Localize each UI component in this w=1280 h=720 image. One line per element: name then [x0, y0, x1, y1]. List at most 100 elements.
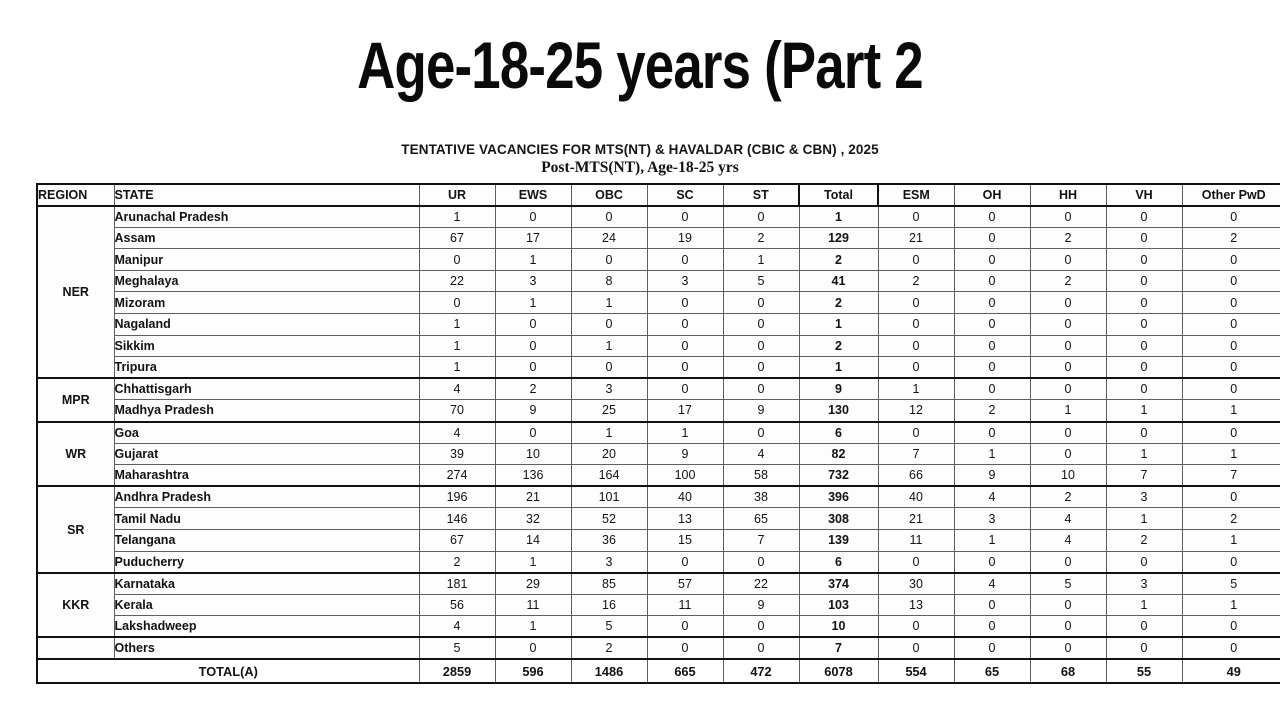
table-row: Sikkim 1 0 1 0 0 2 0 0 0 0 0 [37, 334, 1280, 358]
value-cell-oh: 0 [953, 204, 1031, 228]
value-cell-obc: 8 [570, 269, 648, 293]
value-cell-vh: 1 [1105, 507, 1183, 530]
table-caption-block: TENTATIVE VACANCIES FOR MTS(NT) & HAVALD… [0, 141, 1280, 177]
value-cell-obc: 0 [570, 204, 648, 228]
value-cell-st: 22 [722, 571, 800, 595]
value-cell-esm: 0 [877, 420, 955, 444]
value-cell-st: 5 [722, 269, 800, 293]
value-cell-st: 0 [722, 334, 800, 358]
value-cell-ews: 17 [494, 226, 572, 250]
table-row: Telangana 67 14 36 15 7 139 11 1 4 2 1 [37, 529, 1280, 552]
table-row: Tripura 1 0 0 0 0 1 0 0 0 0 0 [37, 356, 1280, 380]
value-cell-other-pwd: 0 [1181, 204, 1280, 228]
value-cell-ews: 2 [494, 377, 572, 401]
value-cell-sc: 3 [646, 269, 724, 293]
value-cell-hh: 0 [1029, 334, 1107, 358]
value-cell-oh: 0 [953, 356, 1031, 380]
totals-row: TOTAL(A) 2859 596 1486 665 472 6078 554 65 68 55 49 [36, 658, 1280, 685]
value-cell-hh: 0 [1029, 291, 1107, 315]
value-cell-obc: 24 [570, 226, 648, 250]
state-cell: Kerala [113, 593, 420, 617]
total-value-cell: 139 [798, 529, 879, 552]
value-cell-ews: 21 [494, 485, 572, 509]
value-cell-other-pwd: 1 [1181, 399, 1280, 423]
value-cell-ews: 1 [494, 291, 572, 315]
value-cell-other-pwd: 0 [1181, 550, 1280, 574]
value-cell-hh: 0 [1029, 593, 1107, 617]
value-cell-hh: 1 [1029, 399, 1107, 423]
table-row: Tamil Nadu 146 32 52 13 65 308 21 3 4 1 2 [37, 507, 1280, 530]
value-cell-hh: 5 [1029, 571, 1107, 595]
state-cell: Chhattisgarh [113, 377, 420, 401]
value-cell-vh: 0 [1105, 313, 1183, 336]
state-cell: Mizoram [113, 291, 420, 315]
value-cell-esm: 12 [877, 399, 955, 423]
value-cell-sc: 0 [646, 377, 724, 401]
value-cell-ur: 1 [418, 334, 496, 358]
value-cell-st: 65 [722, 507, 800, 530]
value-cell-st: 38 [722, 485, 800, 509]
value-cell-sc: 15 [646, 529, 724, 552]
total-value-cell: 6 [798, 420, 879, 444]
total-value-cell: 130 [798, 399, 879, 423]
total-value-cell: 1 [798, 356, 879, 380]
state-cell: Maharashtra [113, 464, 420, 488]
table-row: Gujarat 39 10 20 9 4 82 7 1 0 1 1 [37, 442, 1280, 466]
value-cell-ur: 146 [418, 507, 496, 530]
value-cell-esm: 0 [877, 356, 955, 380]
value-cell-obc: 164 [570, 464, 648, 488]
value-cell-obc: 36 [570, 529, 648, 552]
totals-cell-st: 472 [722, 658, 800, 685]
value-cell-hh: 2 [1029, 269, 1107, 293]
totals-cell-sc: 665 [646, 658, 724, 685]
value-cell-other-pwd: 0 [1181, 377, 1280, 401]
value-cell-st: 9 [722, 593, 800, 617]
total-value-cell: 396 [798, 485, 879, 509]
value-cell-st: 0 [722, 356, 800, 380]
total-value-cell: 129 [798, 226, 879, 250]
value-cell-vh: 0 [1105, 226, 1183, 250]
value-cell-hh: 0 [1029, 636, 1107, 661]
value-cell-hh: 2 [1029, 485, 1107, 509]
value-cell-st: 0 [722, 291, 800, 315]
value-cell-oh: 1 [953, 442, 1031, 466]
state-cell: Karnataka [113, 571, 420, 595]
value-cell-st: 1 [722, 248, 800, 271]
col-header-sc: SC [646, 183, 724, 207]
total-value-cell: 374 [798, 571, 879, 595]
value-cell-ews: 0 [494, 356, 572, 380]
value-cell-ews: 29 [494, 571, 572, 595]
value-cell-oh: 4 [953, 571, 1031, 595]
value-cell-esm: 2 [877, 269, 955, 293]
value-cell-ur: 0 [418, 248, 496, 271]
state-cell: Others [113, 636, 420, 661]
total-value-cell: 308 [798, 507, 879, 530]
value-cell-st: 0 [722, 204, 800, 228]
value-cell-obc: 1 [570, 334, 648, 358]
total-value-cell: 6 [798, 550, 879, 574]
value-cell-oh: 0 [953, 226, 1031, 250]
table-row: Manipur 0 1 0 0 1 2 0 0 0 0 0 [37, 248, 1280, 271]
value-cell-vh: 0 [1105, 269, 1183, 293]
table-row: KKR Karnataka 181 29 85 57 22 374 30 4 5 3 5 [36, 571, 1280, 638]
value-cell-esm: 0 [877, 313, 955, 336]
col-header-obc: OBC [570, 183, 648, 207]
value-cell-sc: 19 [646, 226, 724, 250]
table-row: Nagaland 1 0 0 0 0 1 0 0 0 0 0 [37, 313, 1280, 336]
value-cell-ews: 1 [494, 550, 572, 574]
col-header-total: Total [798, 183, 879, 207]
value-cell-sc: 40 [646, 485, 724, 509]
table-row: MPR Chhattisgarh 4 2 3 0 0 9 1 0 0 0 0 [36, 377, 1280, 423]
totals-grand-cell: 6078 [798, 658, 879, 685]
value-cell-obc: 85 [570, 571, 648, 595]
col-header-ews: EWS [494, 183, 572, 207]
vacancy-table: REGION STATE UR EWS OBC SC ST Total ESM OH HH VH Oth… [36, 183, 1280, 685]
col-header-hh: HH [1029, 183, 1107, 207]
table-header: REGION STATE UR EWS OBC SC ST Total ESM OH HH VH Oth… [36, 183, 1280, 207]
value-cell-other-pwd: 7 [1181, 464, 1280, 488]
value-cell-other-pwd: 0 [1181, 313, 1280, 336]
value-cell-ur: 70 [418, 399, 496, 423]
value-cell-hh: 0 [1029, 420, 1107, 444]
col-header-other-pwd: Other PwD [1181, 183, 1280, 207]
value-cell-obc: 3 [570, 377, 648, 401]
